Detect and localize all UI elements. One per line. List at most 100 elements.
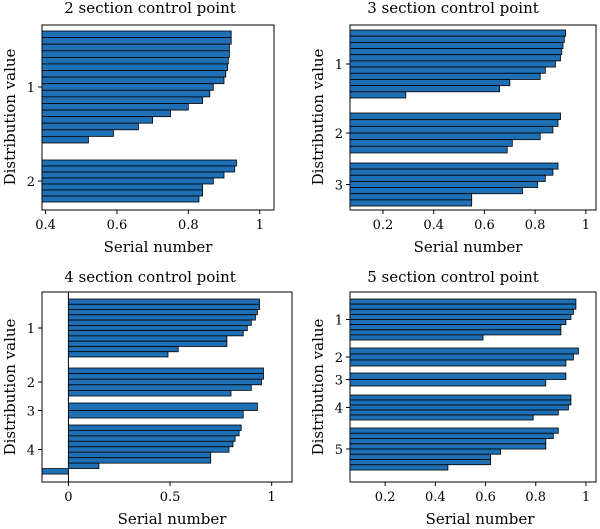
bar bbox=[41, 122, 139, 131]
bar bbox=[349, 199, 473, 207]
y-axis: 12 bbox=[27, 81, 42, 190]
y-tick-label: 1 bbox=[27, 322, 35, 337]
bar bbox=[68, 451, 212, 459]
bar bbox=[349, 60, 556, 68]
x-axis: 0.2 0.4 0.6 0.8 1 bbox=[375, 482, 590, 505]
x-tick-label: 0.4 bbox=[425, 490, 446, 505]
bar bbox=[41, 37, 232, 45]
y-tick-label: 2 bbox=[27, 175, 35, 190]
bar bbox=[349, 319, 567, 326]
bar bbox=[68, 440, 234, 448]
y-tick-label: 2 bbox=[335, 127, 343, 142]
x-tick-label: 0.8 bbox=[525, 490, 546, 505]
bar bbox=[349, 313, 572, 320]
bar bbox=[68, 346, 179, 353]
bar bbox=[41, 159, 237, 167]
bar bbox=[349, 132, 541, 141]
bar bbox=[349, 85, 501, 93]
x-tick-label: 0.8 bbox=[178, 218, 199, 233]
bar bbox=[349, 394, 572, 401]
bar bbox=[349, 125, 554, 134]
bar bbox=[349, 193, 473, 201]
x-tick-label: 1 bbox=[582, 490, 590, 505]
x-tick-label: 1 bbox=[268, 490, 276, 505]
x-axis: 0.2 0.4 0.6 0.8 1 bbox=[373, 210, 590, 233]
x-axis-label: Serial number bbox=[426, 510, 536, 528]
x-tick-label: 1 bbox=[256, 218, 264, 233]
bar bbox=[349, 438, 547, 445]
plot-frame bbox=[41, 291, 293, 483]
bar-group bbox=[349, 298, 579, 471]
bar bbox=[41, 171, 225, 179]
y-axis: 1 2 3 4 bbox=[27, 322, 42, 459]
bar bbox=[41, 165, 236, 173]
bar bbox=[349, 66, 546, 74]
bar bbox=[68, 389, 232, 397]
bar bbox=[41, 70, 227, 78]
bar bbox=[68, 309, 258, 316]
bar bbox=[41, 135, 89, 144]
x-axis: 0 0.5 1 bbox=[64, 482, 276, 505]
bar bbox=[68, 367, 264, 374]
bar bbox=[349, 432, 554, 439]
bar bbox=[68, 435, 236, 442]
chart-panel-5-section: 5 section control point 0.2 0.4 0.6 0.8 1 1 2… bbox=[309, 268, 597, 528]
bar bbox=[349, 329, 562, 336]
bar bbox=[41, 129, 114, 137]
bar bbox=[68, 378, 262, 386]
chart-title: 2 section control point bbox=[64, 0, 236, 17]
bar bbox=[349, 453, 492, 460]
bar bbox=[349, 372, 567, 380]
bar bbox=[349, 174, 546, 182]
bar bbox=[349, 443, 547, 450]
plot-frame bbox=[349, 291, 597, 483]
bar bbox=[349, 334, 484, 341]
bar bbox=[68, 303, 260, 310]
x-tick-label: 0.4 bbox=[423, 218, 444, 233]
chart-panel-2-section: 2 section control point 0.4 0.6 0.8 1 12 Se… bbox=[1, 0, 275, 256]
bar bbox=[41, 195, 200, 203]
bar bbox=[349, 91, 407, 99]
x-tick-label: 0.6 bbox=[107, 218, 128, 233]
x-tick-label: 0.8 bbox=[525, 218, 546, 233]
bar bbox=[68, 335, 228, 342]
x-axis-label: Serial number bbox=[104, 238, 214, 256]
bar bbox=[41, 109, 171, 118]
y-axis-label: Distribution value bbox=[309, 48, 327, 185]
bar bbox=[349, 347, 579, 355]
y-tick-label: 2 bbox=[335, 351, 343, 366]
bar bbox=[349, 119, 559, 127]
bar bbox=[41, 183, 204, 191]
bar bbox=[349, 448, 502, 455]
x-tick-label: 0.2 bbox=[375, 490, 396, 505]
bar bbox=[41, 83, 214, 91]
bar bbox=[41, 43, 230, 52]
bar bbox=[41, 103, 189, 111]
bar bbox=[41, 189, 204, 197]
bar bbox=[41, 116, 153, 124]
y-tick-label: 2 bbox=[27, 376, 35, 391]
bar bbox=[349, 168, 554, 176]
x-axis-label: Serial number bbox=[118, 510, 228, 528]
x-tick-label: 0.5 bbox=[160, 490, 181, 505]
bar bbox=[41, 177, 214, 185]
bar bbox=[349, 79, 511, 87]
bar bbox=[349, 29, 567, 37]
bar bbox=[349, 42, 564, 49]
bar bbox=[349, 145, 508, 154]
bar bbox=[349, 72, 541, 80]
chart-title: 5 section control point bbox=[367, 268, 539, 286]
bar bbox=[68, 424, 242, 431]
bar bbox=[68, 446, 230, 453]
bar bbox=[349, 187, 523, 195]
bar bbox=[349, 353, 574, 361]
bar bbox=[349, 35, 565, 43]
bar bbox=[68, 351, 169, 358]
bar-group bbox=[349, 29, 567, 207]
bar bbox=[349, 180, 539, 188]
bar bbox=[68, 429, 240, 437]
bar bbox=[41, 96, 204, 104]
x-tick-label: 1 bbox=[582, 218, 590, 233]
